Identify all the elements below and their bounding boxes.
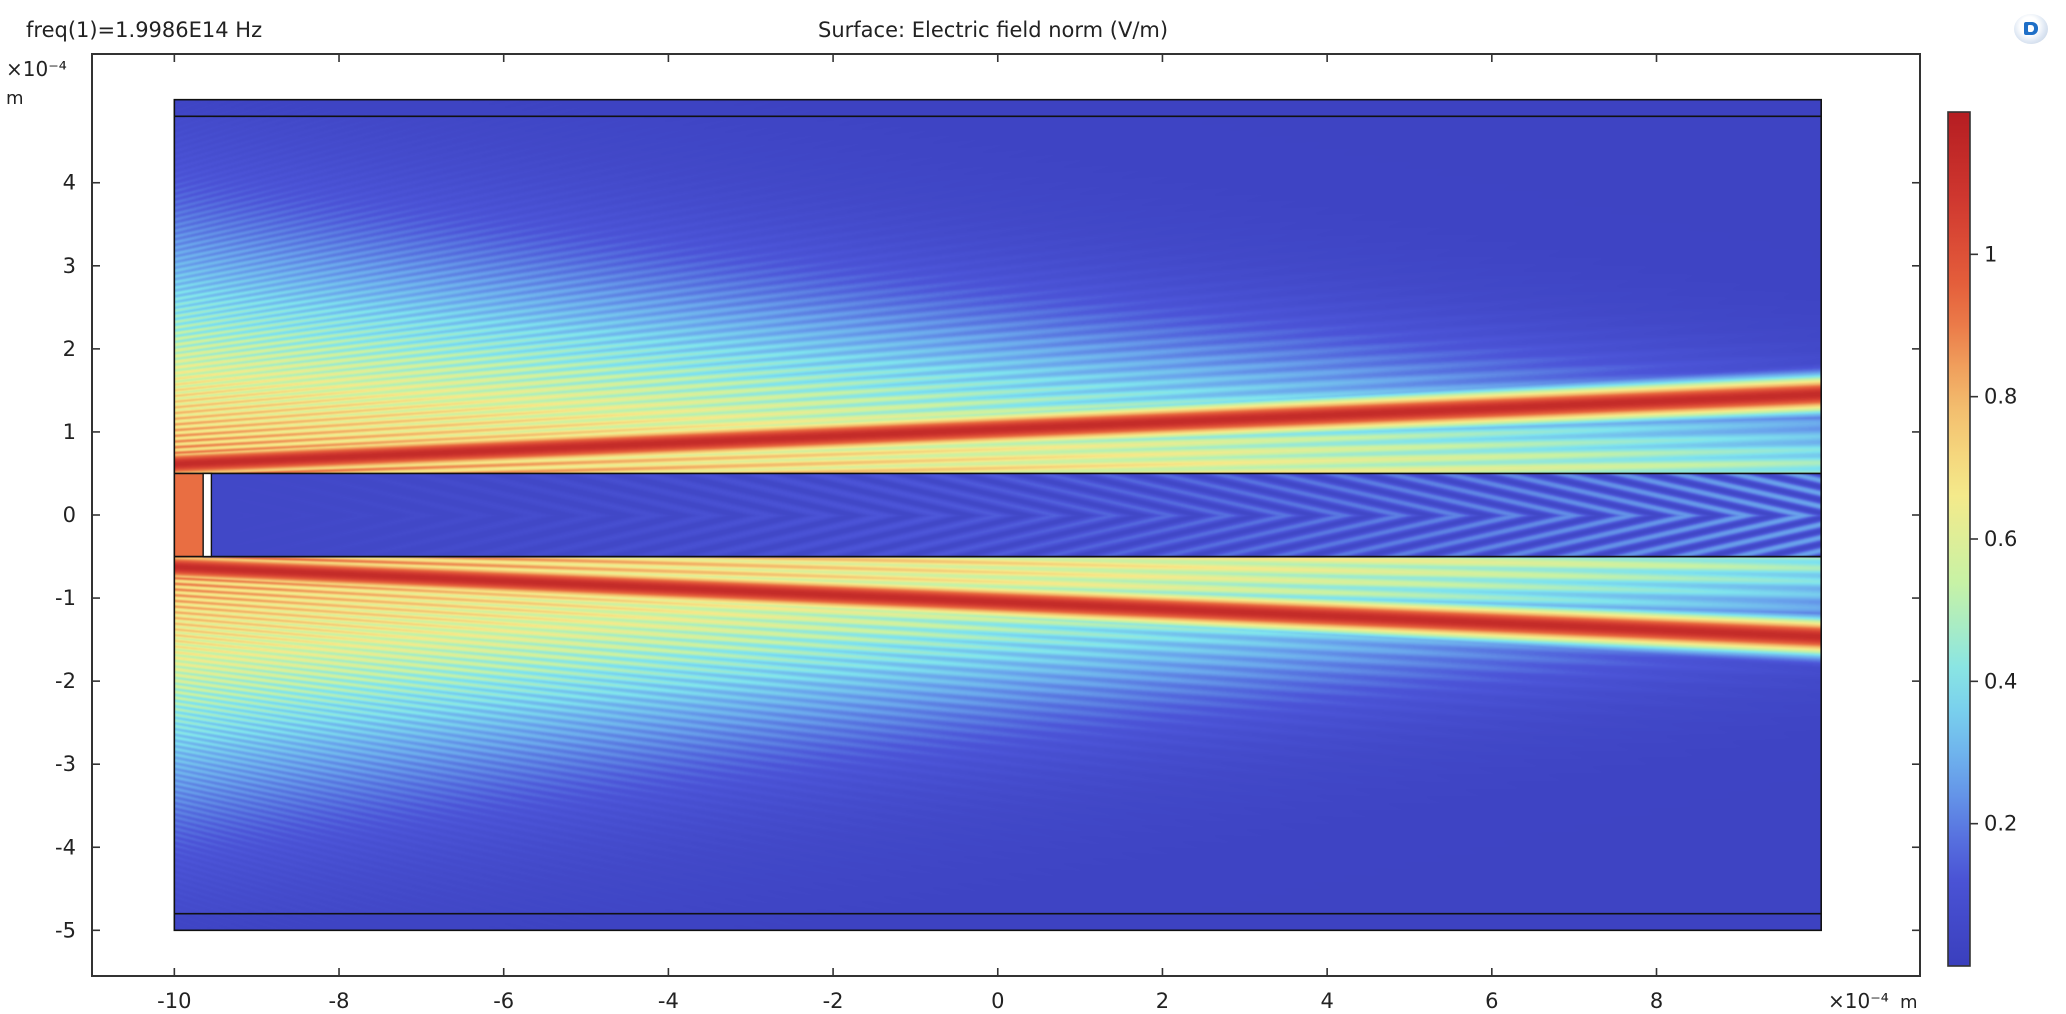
colorbar-tick-label: 1: [1984, 242, 1997, 266]
plot-title: Surface: Electric field norm (V/m): [818, 18, 1169, 42]
x-tick-label: 6: [1485, 989, 1498, 1013]
y-tick-label: 4: [63, 171, 76, 195]
x-tick-label: -6: [493, 989, 514, 1013]
field-heatmap: [174, 99, 1822, 931]
colorbar-gradient: [1947, 111, 1971, 967]
x-tick-label: 0: [991, 989, 1004, 1013]
y-tick-label: 2: [63, 337, 76, 361]
domain-outline: [173, 98, 1822, 932]
y-tick-label: -3: [55, 752, 76, 776]
field-image: [174, 99, 1822, 931]
y-tick-label: -4: [55, 835, 76, 859]
app-logo-icon[interactable]: [2014, 14, 2048, 44]
y-axis-unit: m: [6, 88, 24, 109]
y-tick-label: -5: [55, 918, 76, 942]
x-axis-multiplier: ×10⁻⁴: [1828, 989, 1889, 1013]
x-tick-label: 8: [1650, 989, 1663, 1013]
y-tick-label: -2: [55, 669, 76, 693]
colorbar: 0.2 0.4 0.6 0.8 1: [1947, 111, 2017, 967]
x-tick-label: -8: [329, 989, 350, 1013]
colorbar-tick-label: 0.8: [1984, 385, 2017, 409]
colorbar-tick-label: 0.6: [1984, 527, 2017, 551]
y-axis-multiplier: ×10⁻⁴: [6, 57, 67, 81]
y-tick-label: 0: [63, 503, 76, 527]
x-tick-label: -4: [658, 989, 679, 1013]
x-tick-label: 4: [1320, 989, 1333, 1013]
x-tick-label: 2: [1156, 989, 1169, 1013]
geometry-boundaries: [173, 98, 1822, 932]
frequency-label: freq(1)=1.9986E14 Hz: [26, 18, 263, 42]
x-axis-unit: m: [1900, 992, 1918, 1013]
colorbar-tick-label: 0.4: [1984, 669, 2017, 693]
y-tick-label: 3: [63, 254, 76, 278]
x-tick-label: -10: [157, 989, 191, 1013]
x-tick-label: -2: [823, 989, 844, 1013]
y-axis: -5 -4 -3 -2 -1 0 1 2 3 4 ×10⁻⁴ m: [6, 57, 1920, 942]
x-axis: -10 -8 -6 -4 -2 0 2 4 6 8 ×10⁻⁴ m: [157, 54, 1918, 1013]
y-tick-label: 1: [63, 420, 76, 444]
source-gap: [202, 472, 213, 558]
y-tick-label: -1: [55, 586, 76, 610]
colorbar-tick-label: 0.2: [1984, 812, 2017, 836]
